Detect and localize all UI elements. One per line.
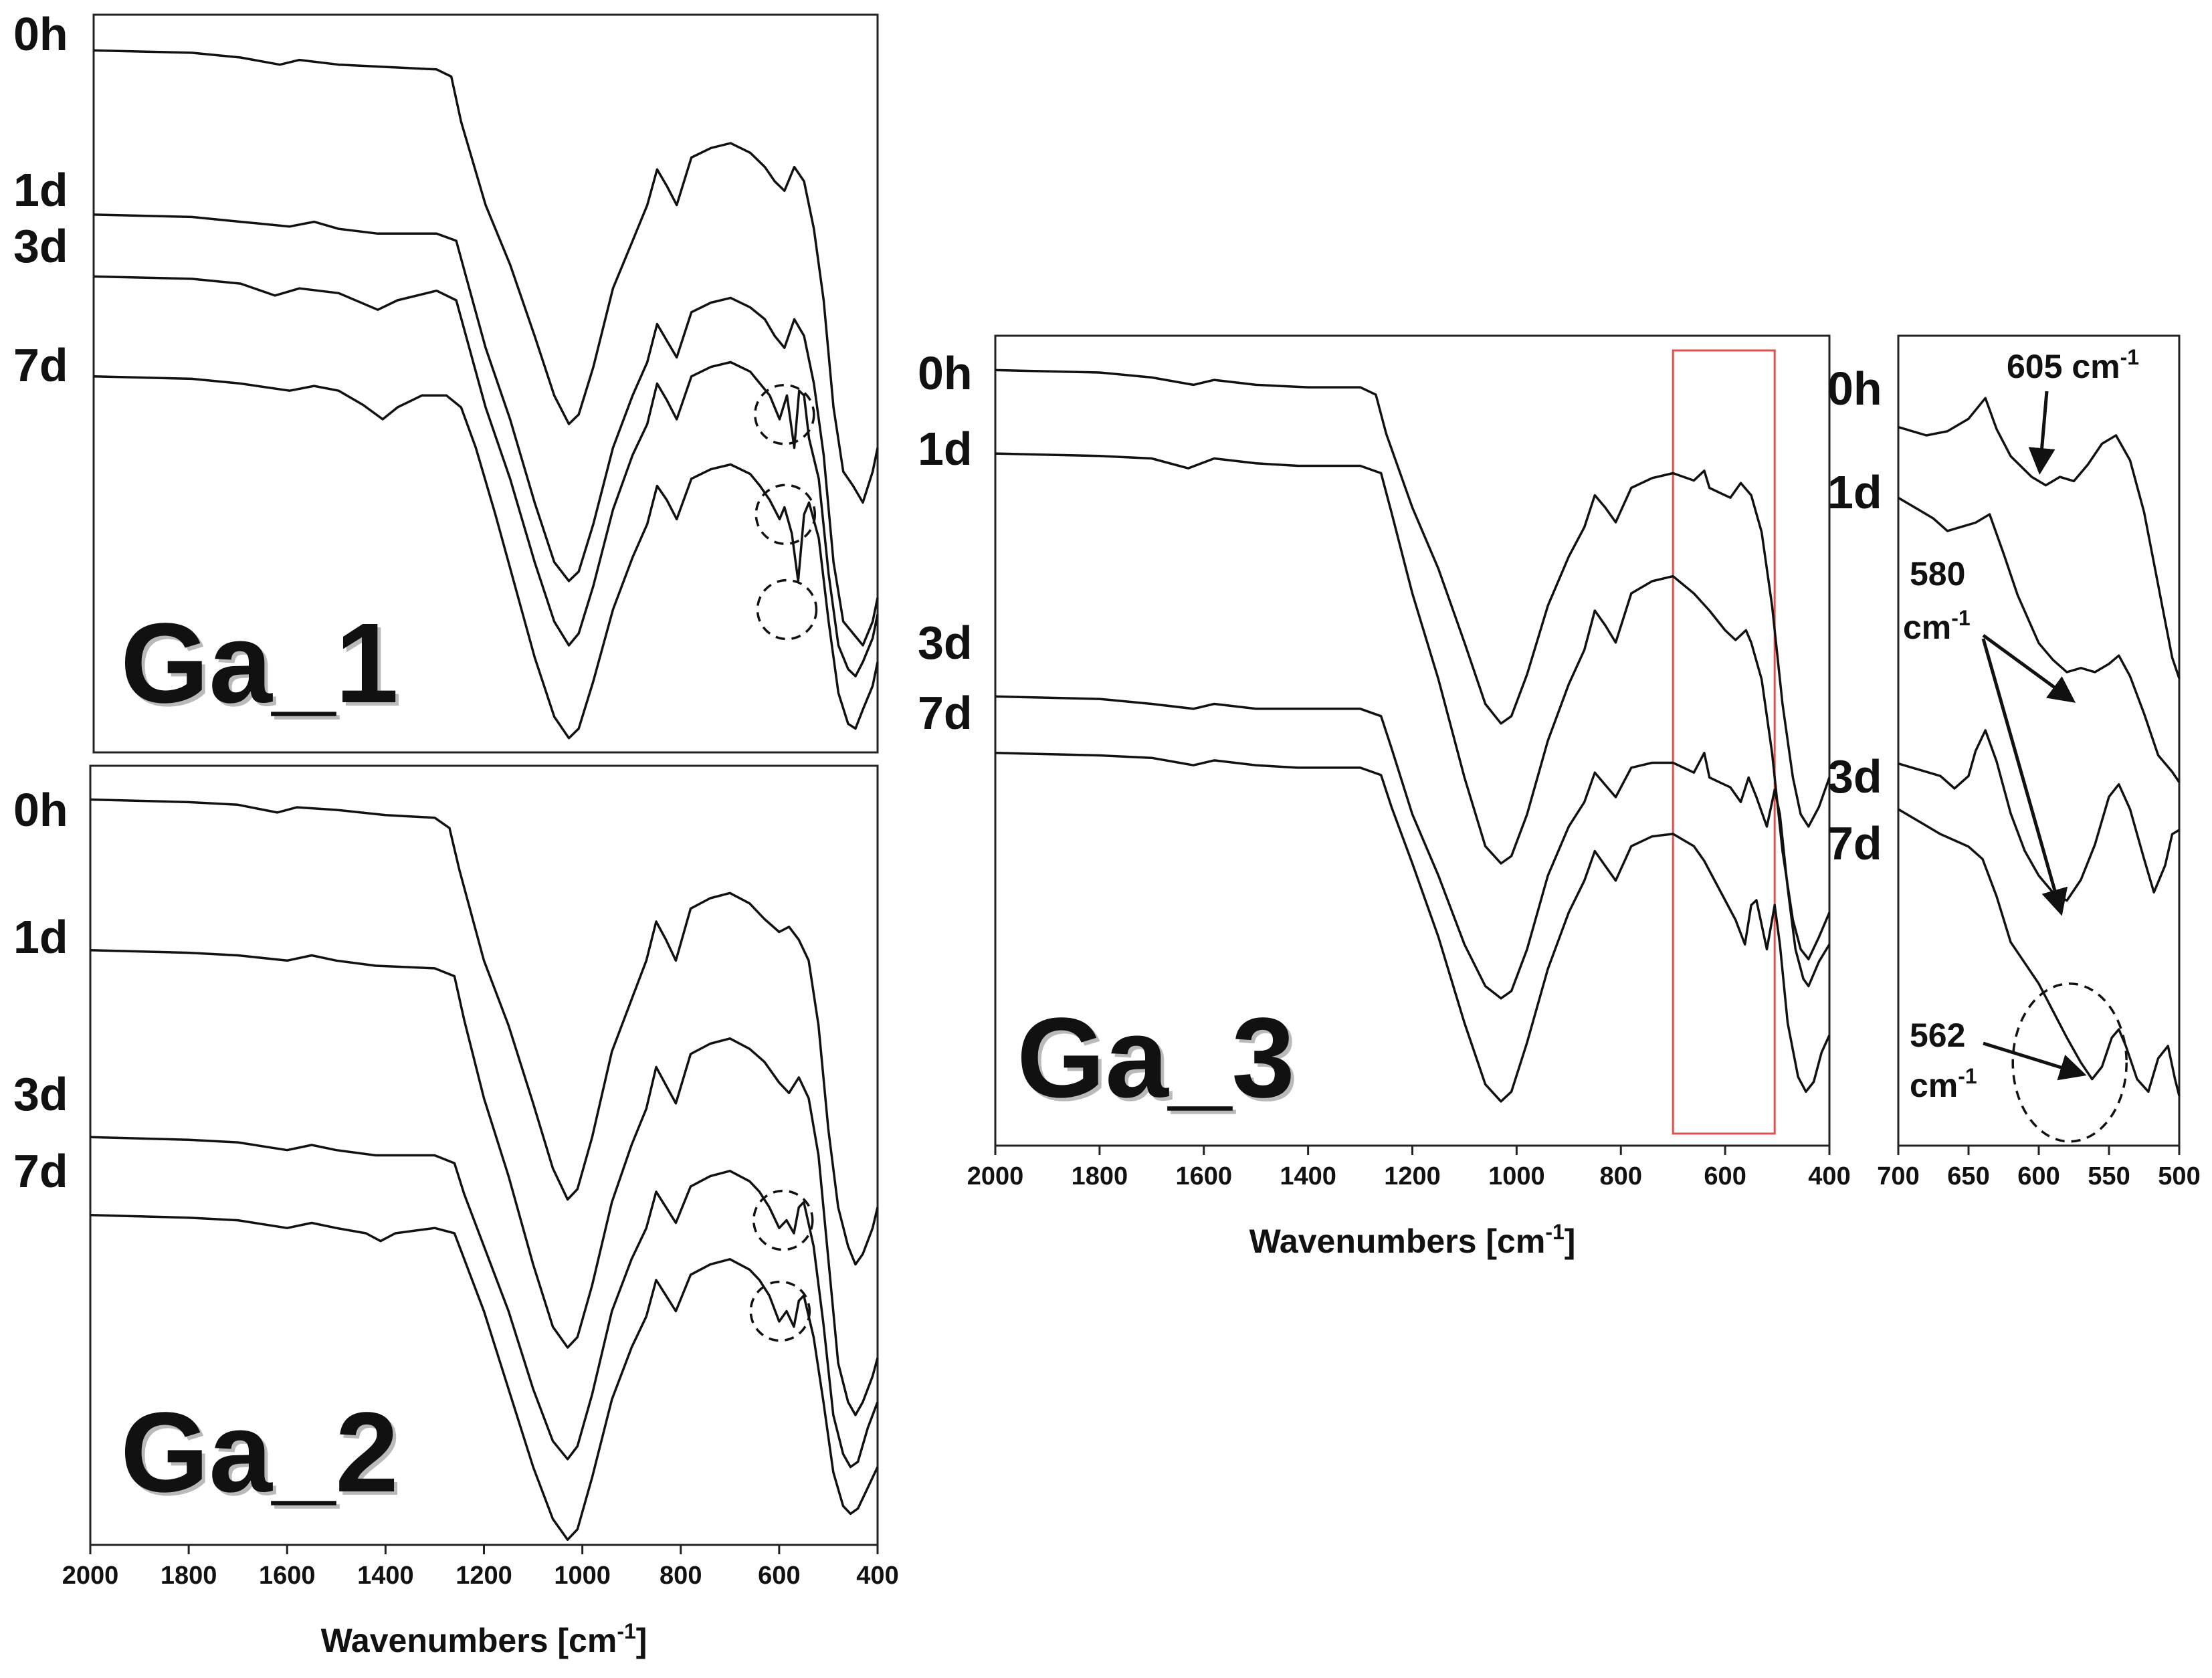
annotation-580-arrow-1: [1982, 633, 2076, 703]
x-tick-label: 1800: [1072, 1162, 1128, 1190]
series-line-7d: [995, 752, 1831, 1103]
x-tick-label: 1200: [1384, 1162, 1441, 1190]
series-label-3d: 3d: [918, 617, 973, 669]
series-label-7d: 7d: [13, 339, 68, 391]
x-tick-label: 1000: [554, 1562, 611, 1590]
annotation-580-label: 580: [1910, 555, 1965, 593]
series-line-3d: [90, 1136, 879, 1469]
x-tick-label: 800: [1600, 1162, 1642, 1190]
plot-frame: [92, 13, 879, 754]
series-label-0h: 0h: [13, 784, 68, 836]
annotation-605-arrow: [2028, 391, 2055, 475]
series-line-3d: [1898, 729, 2180, 902]
x-tick-label: 550: [2088, 1162, 2130, 1190]
series-label-7d: 7d: [1827, 817, 1882, 869]
panel-title: Ga_3: [1017, 994, 1295, 1122]
series-line-1d: [995, 452, 1831, 960]
series-line-1d: [1898, 496, 2181, 783]
dashed-circle-annotation: [749, 1280, 811, 1342]
annotation-562-unit: cm-1: [1910, 1064, 1977, 1104]
x-tick-label: 2000: [967, 1162, 1024, 1190]
series-label-1d: 1d: [918, 423, 973, 475]
series-line-3d: [995, 695, 1831, 1000]
x-axis-title: Wavenumbers [cm-1]: [321, 1619, 647, 1659]
dashed-circle-annotation: [754, 384, 815, 445]
x-tick-label: 650: [1947, 1162, 1989, 1190]
series-label-1d: 1d: [1827, 466, 1882, 518]
x-tick-label: 800: [660, 1562, 702, 1590]
series-label-3d: 3d: [13, 220, 68, 272]
series-label-0h: 0h: [13, 8, 68, 60]
series-label-7d: 7d: [13, 1145, 68, 1197]
series-line-7d: [1898, 808, 2181, 1096]
series-line-0h: [995, 369, 1831, 828]
series-label-7d: 7d: [918, 687, 973, 739]
dashed-circle-annotation: [756, 579, 818, 641]
annotation-605-label: 605 cm-1: [2007, 345, 2139, 385]
x-tick-label: 1400: [1280, 1162, 1336, 1190]
x-tick-label: 400: [856, 1562, 898, 1590]
x-tick-label: 600: [2017, 1162, 2059, 1190]
x-tick-label: 1400: [357, 1562, 414, 1590]
series-line-0h: [90, 798, 879, 1266]
annotation-562-arrow: [1983, 1041, 2087, 1081]
dashed-ellipse-annotation: [2011, 982, 2128, 1143]
series-line-0h: [1898, 397, 2181, 679]
x-tick-label: 600: [1704, 1162, 1746, 1190]
x-tick-label: 1600: [259, 1562, 316, 1590]
chart-ga3-zoom: 0h 1d 3d 7d 700 650 600 550 500 605 cm-1 580 cm-1 56…: [1827, 334, 2201, 1190]
panel-title-shadow: Ga_1: [124, 603, 402, 730]
highlight-region: [1672, 349, 1776, 1135]
series-label-3d: 3d: [13, 1068, 68, 1120]
x-tick-label: 1000: [1488, 1162, 1545, 1190]
series-label-3d: 3d: [1827, 750, 1882, 803]
x-tick-label: 1600: [1175, 1162, 1232, 1190]
series-line-1d: [90, 948, 879, 1417]
annotation-562-label: 562: [1910, 1017, 1965, 1054]
x-tick-label: 1800: [161, 1562, 217, 1590]
series-line-3d: [93, 275, 879, 677]
series-line-7d: [90, 1214, 879, 1541]
series-label-1d: 1d: [13, 911, 68, 963]
x-tick-label: 2000: [62, 1562, 119, 1590]
annotation-580-unit: cm-1: [1903, 606, 1971, 646]
dashed-circle-annotation: [752, 1189, 814, 1251]
panel-title: Ga_1: [120, 600, 399, 727]
series-line-1d: [93, 213, 879, 647]
panel-title-shadow: Ga_2: [124, 1392, 402, 1519]
x-tick-label: 600: [758, 1562, 800, 1590]
dashed-circle-annotation: [755, 484, 817, 545]
series-label-0h: 0h: [1827, 362, 1882, 415]
series-label-1d: 1d: [13, 164, 68, 216]
panel-title: Ga_2: [120, 1389, 399, 1516]
series-line-0h: [93, 49, 879, 504]
annotation-580-arrow-2: [1981, 638, 2068, 916]
x-axis-title: Wavenumbers [cm-1]: [1249, 1220, 1576, 1260]
panel-title-shadow: Ga_3: [1020, 998, 1298, 1125]
x-tick-label: 500: [2158, 1162, 2200, 1190]
series-label-0h: 0h: [918, 347, 973, 399]
x-tick-label: 400: [1808, 1162, 1850, 1190]
x-tick-label: 700: [1877, 1162, 1919, 1190]
x-tick-label: 1200: [456, 1562, 512, 1590]
